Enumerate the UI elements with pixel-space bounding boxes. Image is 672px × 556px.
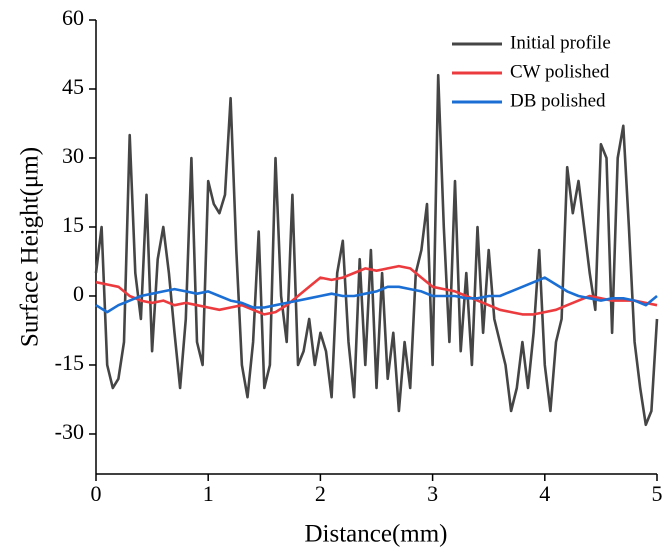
y-tick-label: 30 bbox=[62, 143, 84, 168]
axes bbox=[95, 20, 657, 475]
x-tick-label: 1 bbox=[203, 481, 214, 506]
x-tick-label: 4 bbox=[539, 481, 550, 506]
y-tick-label: 45 bbox=[62, 74, 84, 99]
legend-label: Initial profile bbox=[510, 32, 611, 53]
x-tick-label: 0 bbox=[91, 481, 102, 506]
y-axis-label: Surface Height(μm) bbox=[17, 147, 44, 347]
y-tick-label: -15 bbox=[55, 350, 84, 375]
line-series bbox=[95, 276, 658, 314]
y-tick-label: 15 bbox=[62, 212, 84, 237]
legend: Initial profile CW polished DB polished bbox=[452, 32, 611, 111]
legend-label: DB polished bbox=[510, 90, 606, 111]
line-series bbox=[95, 264, 658, 316]
x-tick-label: 5 bbox=[652, 481, 663, 506]
y-tick-label: -30 bbox=[55, 419, 84, 444]
y-tick-label: 60 bbox=[62, 5, 84, 30]
x-axis-label: Distance(mm) bbox=[304, 521, 447, 548]
line-series bbox=[94, 73, 659, 427]
y-tick-label: 0 bbox=[73, 281, 84, 306]
legend-label: CW polished bbox=[510, 61, 610, 82]
x-tick-label: 3 bbox=[427, 481, 438, 506]
x-tick-label: 2 bbox=[315, 481, 326, 506]
